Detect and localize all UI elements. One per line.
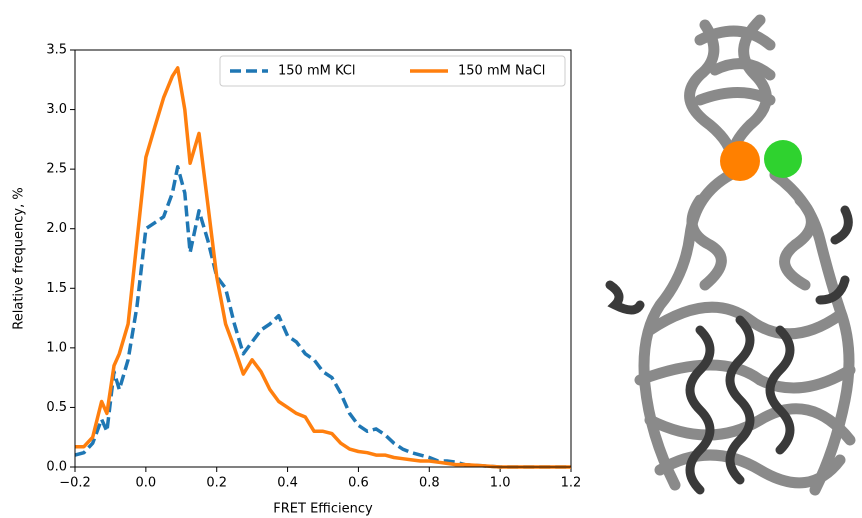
legend-label: 150 mM KCl <box>278 64 355 79</box>
y-tick-label: 0.0 <box>46 460 67 475</box>
y-tick-label: 3.0 <box>46 102 67 117</box>
x-tick-label: −0.2 <box>59 476 91 491</box>
x-tick-label: 0.6 <box>348 476 369 491</box>
x-tick-label: 0.0 <box>136 476 157 491</box>
legend-label: 150 mM NaCl <box>458 64 545 79</box>
series-line <box>74 165 571 469</box>
x-tick-label: 0.8 <box>419 476 440 491</box>
y-axis-label: Relative frequency, % <box>12 187 27 329</box>
legend-box <box>219 55 566 87</box>
x-tick-label: 1.0 <box>490 476 511 491</box>
x-tick-label: 0.2 <box>206 476 227 491</box>
x-tick-label: 0.4 <box>277 476 298 491</box>
y-tick-label: 1.0 <box>46 340 67 355</box>
legend: 150 mM KCl 150 mM NaCl <box>219 55 566 87</box>
y-tick-label: 2.5 <box>46 162 67 177</box>
y-tick-label: 0.5 <box>46 400 67 415</box>
y-tick-label: 2.0 <box>46 221 67 236</box>
series-line <box>75 66 571 469</box>
plot-frame <box>74 49 572 468</box>
y-tick-label: 3.5 <box>46 43 67 58</box>
y-tick-label: 1.5 <box>46 281 67 296</box>
molecule-image <box>605 14 856 496</box>
x-axis-label: FRET Efficiency <box>273 502 373 517</box>
x-tick-label: 1.2 <box>561 476 582 491</box>
